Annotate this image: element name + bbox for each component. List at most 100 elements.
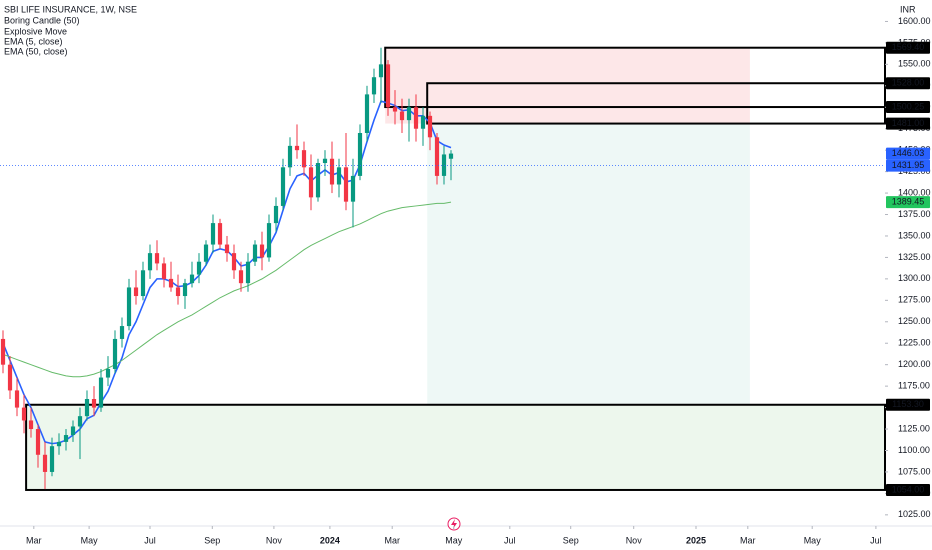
price-badge-label: 1153.30	[892, 399, 924, 409]
candle-body	[448, 153, 454, 159]
y-tick-label: 1300.00	[898, 273, 931, 283]
y-tick-label: 1600.00	[898, 16, 931, 26]
price-badge	[886, 196, 930, 209]
x-tick-label: Mar	[384, 535, 400, 545]
y-tick-label: 1175.00	[898, 381, 930, 391]
candle-body	[42, 454, 48, 472]
y-tick-label: 1250.00	[898, 316, 931, 326]
candle-body	[224, 244, 230, 254]
price-badge	[886, 159, 930, 172]
price-badge	[886, 77, 930, 90]
candle-body	[126, 287, 132, 327]
candle-body	[399, 111, 405, 121]
candle-body	[98, 377, 104, 408]
candle-body	[7, 364, 13, 391]
candle-body	[112, 338, 118, 369]
x-tick-label: Jul	[870, 535, 882, 545]
reward-area	[427, 123, 750, 405]
candle-body	[49, 446, 55, 472]
price-badge-label: 1446.03	[892, 148, 925, 158]
candle-body	[35, 429, 41, 455]
candle-body	[252, 244, 258, 262]
candle-body	[210, 223, 216, 245]
price-badge	[886, 147, 930, 160]
x-tick-label: May	[804, 535, 822, 545]
candle-body	[301, 150, 307, 168]
candle-body	[21, 407, 27, 421]
y-tick-label: 1375.00	[898, 209, 931, 219]
candle-body	[308, 167, 314, 198]
x-tick-label: Jul	[144, 535, 156, 545]
price-badge-label: 1389.45	[892, 196, 925, 206]
x-tick-label: 2025	[686, 535, 706, 545]
candle-body	[350, 175, 356, 202]
candle-body	[287, 145, 293, 168]
price-badge	[886, 101, 930, 114]
x-tick-label: 2024	[320, 535, 340, 545]
candle-body	[0, 338, 6, 365]
candle-body	[70, 426, 76, 436]
price-badge-label: 1054.00	[892, 484, 925, 494]
ema-line	[2, 201, 452, 378]
y-tick-label: 1200.00	[898, 359, 931, 369]
candle-body	[364, 94, 370, 134]
candle-body	[105, 368, 111, 378]
candle-body	[91, 399, 97, 408]
candle-body	[147, 253, 153, 271]
candle-body	[154, 253, 160, 264]
candle-body	[119, 326, 125, 339]
indicator-label: Boring Candle (50)	[4, 15, 80, 25]
candle-body	[434, 137, 440, 176]
price-badge-label: 1431.95	[892, 160, 925, 170]
price-badge	[886, 483, 930, 496]
indicator-label: Explosive Move	[4, 26, 67, 36]
y-tick-label: 1400.00	[898, 187, 931, 197]
y-tick-label: 1225.00	[898, 338, 931, 348]
candle-body	[315, 163, 321, 198]
y-tick-label: 1075.00	[898, 466, 931, 476]
candle-body	[189, 274, 195, 284]
replay-icon[interactable]	[447, 517, 461, 531]
candle-body	[441, 154, 447, 176]
price-badge-label: 1569.40	[892, 42, 925, 52]
candle-body	[140, 270, 146, 297]
candle-body	[322, 158, 328, 164]
candle-body	[406, 107, 412, 121]
candle-body	[77, 416, 83, 427]
x-tick-label: Sep	[204, 535, 220, 545]
candle-body	[182, 283, 188, 297]
chart-title: SBI LIFE INSURANCE, 1W, NSE	[4, 4, 137, 14]
price-badge-label: 1481.00	[892, 118, 925, 128]
candle-body	[84, 399, 90, 417]
y-tick-label: 1275.00	[898, 295, 931, 305]
price-badge	[886, 41, 930, 54]
candle-body	[357, 133, 363, 176]
candle-body	[329, 158, 335, 185]
candle-body	[294, 145, 300, 151]
y-tick-label: 1325.00	[898, 252, 931, 262]
candle-body	[266, 223, 272, 258]
y-tick-label: 1125.00	[898, 423, 930, 433]
candle-body	[133, 287, 139, 297]
y-tick-label: 1550.00	[898, 59, 931, 69]
candle-body	[420, 115, 426, 129]
candle-body	[336, 167, 342, 185]
price-badge-label: 1528.00	[892, 78, 925, 88]
zone-box	[384, 46, 886, 109]
candle-body	[14, 390, 20, 408]
candle-body	[392, 107, 398, 112]
candle-body	[280, 167, 286, 206]
x-tick-label: Sep	[563, 535, 579, 545]
candle-body	[56, 441, 62, 447]
currency-label: INR	[900, 4, 916, 14]
zone-box	[426, 82, 886, 125]
x-tick-label: Jul	[504, 535, 516, 545]
candle-body	[273, 205, 279, 224]
candle-body	[385, 64, 391, 108]
candle-body	[231, 253, 237, 271]
candle-body	[238, 270, 244, 284]
candle-body	[168, 278, 174, 288]
candle-body	[343, 167, 349, 202]
candle-body	[378, 64, 384, 78]
